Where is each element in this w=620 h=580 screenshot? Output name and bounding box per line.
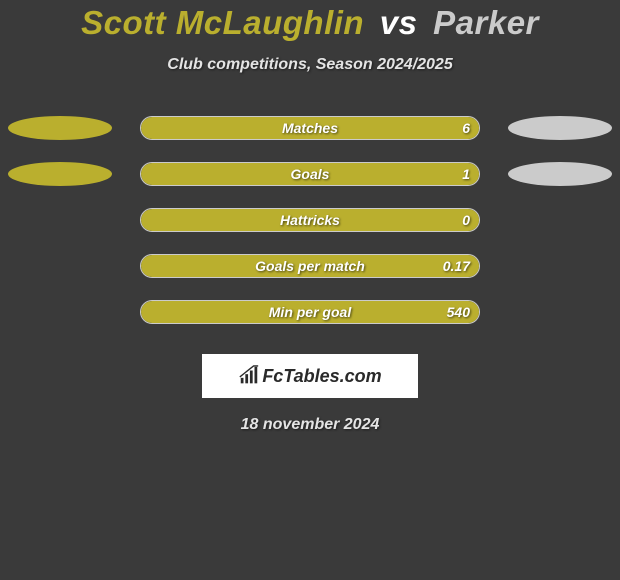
stat-bar-fill bbox=[141, 209, 479, 231]
stat-bar bbox=[140, 254, 480, 278]
logo-text: FcTables.com bbox=[262, 366, 381, 387]
stat-bar-fill bbox=[141, 255, 479, 277]
vs-text: vs bbox=[380, 4, 418, 41]
stat-bar-fill bbox=[141, 117, 479, 139]
subtitle: Club competitions, Season 2024/2025 bbox=[0, 56, 620, 74]
date: 18 november 2024 bbox=[0, 416, 620, 434]
stat-bar bbox=[140, 208, 480, 232]
stat-row: Goals1 bbox=[0, 162, 620, 186]
stat-row: Min per goal540 bbox=[0, 300, 620, 324]
stat-bar-fill bbox=[141, 301, 479, 323]
logo[interactable]: FcTables.com bbox=[202, 354, 418, 398]
stat-row: Hattricks0 bbox=[0, 208, 620, 232]
stat-bar bbox=[140, 116, 480, 140]
player1-ellipse bbox=[8, 162, 112, 186]
stat-row: Matches6 bbox=[0, 116, 620, 140]
page-title: Scott McLaughlin vs Parker bbox=[0, 4, 620, 42]
stat-row: Goals per match0.17 bbox=[0, 254, 620, 278]
stat-bar-fill bbox=[141, 163, 479, 185]
stat-bar bbox=[140, 162, 480, 186]
player2-ellipse bbox=[508, 162, 612, 186]
stat-bar bbox=[140, 300, 480, 324]
player2-name: Parker bbox=[433, 4, 539, 41]
stat-rows: Matches6 Goals1 Hattricks0 Goals per match0… bbox=[0, 116, 620, 324]
player2-ellipse bbox=[508, 116, 612, 140]
bar-chart-icon bbox=[238, 365, 260, 387]
player1-name: Scott McLaughlin bbox=[81, 4, 364, 41]
comparison-card: Scott McLaughlin vs Parker Club competit… bbox=[0, 0, 620, 434]
player1-ellipse bbox=[8, 116, 112, 140]
